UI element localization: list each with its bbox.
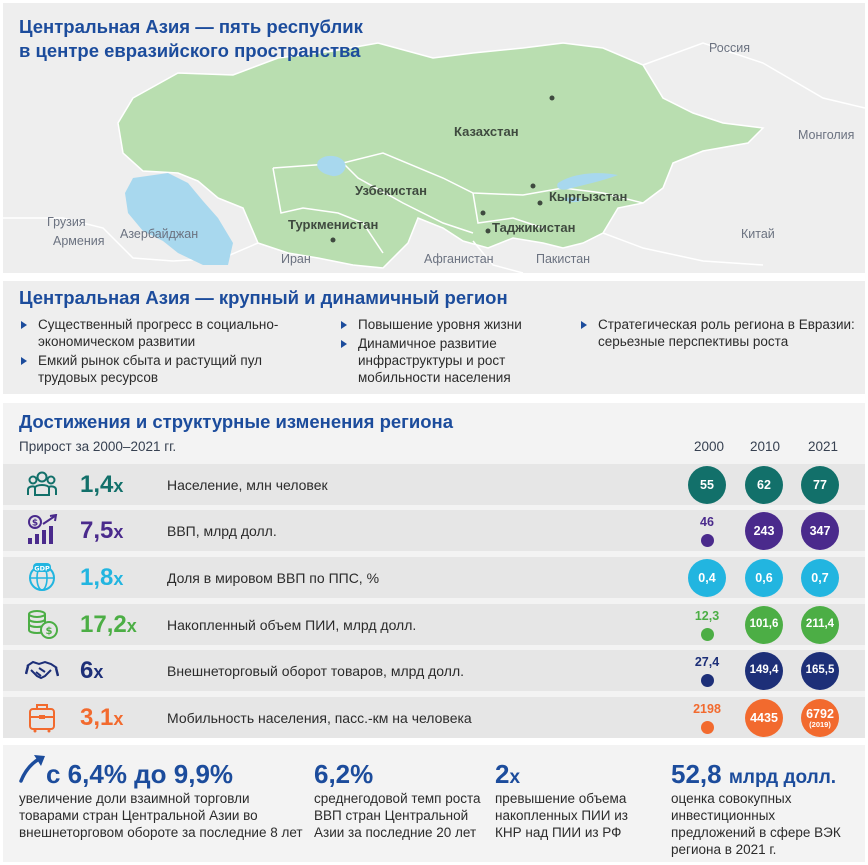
label-turkmenistan: Туркменистан [288, 217, 379, 232]
growth-multiplier: 3,1x [80, 704, 124, 731]
year-2000: 2000 [693, 439, 725, 454]
region-section: Центральная Азия — крупный и динамичный … [3, 281, 865, 394]
stat-investment-value: 52,8 млрд долл. [671, 759, 837, 789]
balkhash-lake [557, 173, 618, 190]
stat-gdp-growth-text: среднегодовой темп роста ВВП стран Центр… [314, 791, 481, 840]
label-kyrgyzstan: Кыргызстан [549, 189, 628, 204]
value-bubble-2010: 4435 [745, 699, 783, 737]
people-icon [25, 468, 59, 500]
value-bubble-2021: 165,5 [801, 652, 839, 690]
stat-trade-share-value: с 6,4% до 9,9% [46, 759, 234, 789]
central-asia-land [117, 42, 765, 269]
region-bullet: Емкий рынок сбыта и растущий пул трудовы… [19, 352, 324, 386]
caspian-sea [125, 173, 233, 265]
stat-investment-text: оценка совокупных инвестиционных предлож… [671, 791, 841, 857]
value-bubble-2021: 211,4 [801, 606, 839, 644]
bullet-arrow-icon [341, 340, 347, 348]
map-title: Центральная Азия — пять республик в цент… [19, 16, 363, 61]
value-bubble-2000: 0,4 [688, 559, 726, 597]
value-bubble-2000: 55 [688, 466, 726, 504]
value-dot-2000 [701, 674, 714, 687]
growth-multiplier: 1,4x [80, 471, 124, 498]
bullet-arrow-icon [21, 357, 27, 365]
indicator-label: Население, млн человек [167, 477, 328, 493]
growth-multiplier: 7,5x [80, 517, 124, 544]
coins-icon: $ [25, 608, 59, 640]
indicator-label: Доля в мировом ВВП по ППС, % [167, 570, 380, 586]
region-bullet: Повышение уровня жизни [339, 316, 569, 333]
value-dot-2000 [701, 628, 714, 641]
suitcase-icon [25, 701, 59, 733]
achievement-row: 1,4x Население, млн человек [3, 464, 865, 505]
central-asia-map: Центральная Азия — пять республик в цент… [3, 3, 865, 273]
value-label-2000: 27,4 [694, 655, 720, 669]
indicator-label: Накопленный объем ПИИ, млрд долл. [167, 617, 417, 633]
indicator-label: Внешнеторговый оборот товаров, млрд долл… [167, 663, 465, 679]
label-uzbekistan: Узбекистан [355, 183, 428, 198]
value-dot-2000 [701, 534, 714, 547]
growth-multiplier: 1,8x [80, 564, 124, 591]
achievement-row: $7,5x ВВП, млрд долл. [3, 510, 865, 551]
label-afghanistan: Афганистан [424, 252, 494, 266]
aral-sea [317, 155, 346, 177]
map-graphic [3, 42, 865, 273]
value-bubble-2010: 243 [745, 512, 783, 550]
stat-fdi-ratio-value: 2x [495, 759, 521, 789]
value-bubble-2010: 101,6 [745, 606, 783, 644]
value-bubble-2021: 6792 (2019) [801, 699, 839, 737]
value-bubble-2021: 77 [801, 466, 839, 504]
gdp-growth-icon: $ [25, 513, 59, 546]
value-bubble-2010: 149,4 [745, 652, 783, 690]
label-kazakhstan: Казахстан [454, 124, 519, 139]
label-pakistan: Пакистан [536, 252, 591, 266]
year-2021: 2021 [807, 439, 839, 454]
label-mongolia: Монголия [798, 128, 855, 142]
label-georgia: Грузия [47, 215, 86, 229]
stats-section: с 6,4% до 9,9% увеличение доли взаимной … [3, 745, 865, 862]
label-china: Китай [741, 227, 775, 241]
label-tajikistan: Таджикистан [492, 220, 576, 235]
region-bullet: Стратегическая роль региона в Евразии: с… [579, 316, 859, 350]
bullet-arrow-icon [21, 321, 27, 329]
achievements-title: Достижения и структурные изменения регио… [19, 411, 454, 432]
achievement-row: 6x Внешнеторговый оборот товаров, млрд до… [3, 650, 865, 691]
achievement-row: 3,1x Мобильность населения, пасс.-км на ч… [3, 697, 865, 738]
region-bullet: Динамичное развитие инфраструктуры и рос… [339, 335, 564, 386]
gdp-globe-icon: GDP [25, 561, 59, 593]
value-bubble-2021: 347 [801, 512, 839, 550]
label-iran: Иран [281, 252, 311, 266]
svg-text:$: $ [32, 519, 38, 529]
value-label-2000: 2198 [693, 702, 721, 716]
stat-trade-share-text: увеличение доли взаимной торговли товара… [19, 791, 303, 840]
growth-multiplier: 17,2x [80, 611, 137, 638]
label-azerbaijan: Азербайджан [120, 227, 199, 241]
indicator-label: Мобильность населения, пасс.-км на челов… [167, 710, 472, 726]
stat-gdp-growth-value: 6,2% [314, 759, 374, 789]
stat-fdi-ratio-text: превышение объема накопленных ПИИ из КНР… [495, 791, 628, 840]
achievement-row: GDP 1,8x Доля в мировом ВВП по ППС, % [3, 557, 865, 598]
svg-text:$: $ [46, 626, 53, 637]
handshake-icon [24, 654, 60, 686]
svg-text:GDP: GDP [34, 565, 50, 573]
region-bullet: Существенный прогресс в социально-эконом… [19, 316, 324, 350]
year-2010: 2010 [749, 439, 781, 454]
label-armenia: Армения [53, 234, 105, 248]
region-title: Центральная Азия — крупный и динамичный … [19, 287, 508, 308]
value-label-2000: 12,3 [694, 609, 720, 623]
label-russia: Россия [709, 41, 750, 55]
growth-multiplier: 6x [80, 657, 104, 684]
achievement-row: $17,2x Накопленный объем ПИИ, млрд долл. [3, 604, 865, 645]
value-bubble-2010: 0,6 [745, 559, 783, 597]
bullet-arrow-icon [581, 321, 587, 329]
bullet-arrow-icon [341, 321, 347, 329]
growth-arrow-icon [19, 755, 45, 783]
value-bubble-2010: 62 [745, 466, 783, 504]
value-bubble-2021: 0,7 [801, 559, 839, 597]
value-label-2000: 46 [700, 515, 714, 529]
issyk-kul-lake [563, 197, 583, 203]
value-dot-2000 [701, 721, 714, 734]
achievements-subtitle: Прирост за 2000–2021 гг. [19, 439, 177, 454]
indicator-label: ВВП, млрд долл. [167, 523, 277, 539]
